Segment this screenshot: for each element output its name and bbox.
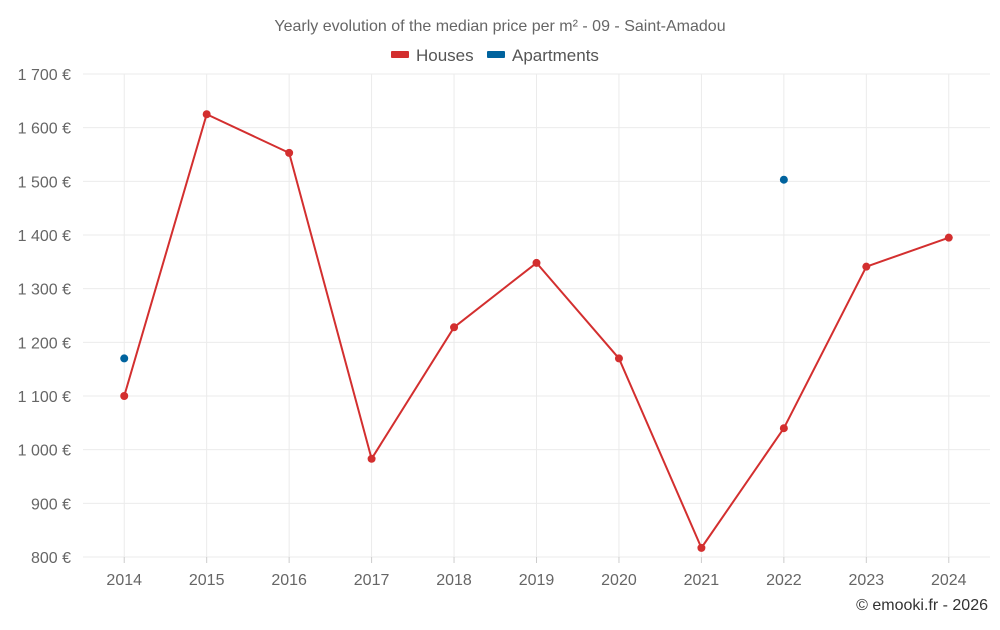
- data-point-houses[interactable]: [367, 454, 376, 463]
- data-point-houses[interactable]: [862, 262, 871, 271]
- y-axis: 800 € 900 € 1 000 € 1 100 € 1 200 € 1 300 € 1 …: [18, 67, 71, 567]
- x-tick-label: 2024: [931, 572, 967, 589]
- x-tick-label: 2022: [766, 572, 802, 589]
- x-axis: 2014 2015 2016 2017 2018 2019 2020 2021 2022 2023…: [106, 557, 967, 589]
- x-tick-label: 2021: [684, 572, 720, 589]
- x-tick-label: 2014: [106, 572, 142, 589]
- y-tick-label: 1 300 €: [18, 282, 71, 299]
- data-point-apartments[interactable]: [779, 175, 788, 184]
- data-point-houses[interactable]: [532, 258, 541, 267]
- y-tick-label: 1 700 €: [18, 67, 71, 84]
- x-tick-label: 2023: [849, 572, 885, 589]
- data-point-houses[interactable]: [779, 424, 788, 433]
- x-tick-label: 2020: [601, 572, 637, 589]
- series-layer: [120, 110, 953, 552]
- y-tick-label: 800 €: [31, 550, 71, 567]
- data-point-houses[interactable]: [944, 233, 953, 242]
- legend-swatch-apartments: [487, 51, 505, 58]
- legend: Houses Apartments: [391, 46, 599, 65]
- x-tick-label: 2016: [271, 572, 307, 589]
- y-tick-label: 1 100 €: [18, 389, 71, 406]
- x-tick-label: 2017: [354, 572, 390, 589]
- credit-text: © emooki.fr - 2026: [856, 597, 988, 614]
- data-point-houses[interactable]: [614, 354, 623, 363]
- data-point-houses[interactable]: [285, 148, 294, 157]
- data-point-houses[interactable]: [202, 110, 211, 119]
- y-tick-label: 1 400 €: [18, 228, 71, 245]
- legend-label-houses[interactable]: Houses: [416, 46, 474, 65]
- data-point-houses[interactable]: [697, 543, 706, 552]
- data-point-houses[interactable]: [120, 392, 129, 400]
- x-tick-label: 2015: [189, 572, 225, 589]
- chart-title: Yearly evolution of the median price per…: [274, 18, 725, 35]
- y-tick-label: 1 600 €: [18, 121, 71, 138]
- x-tick-label: 2019: [519, 572, 555, 589]
- y-tick-label: 1 200 €: [18, 335, 71, 352]
- legend-swatch-houses: [391, 51, 409, 58]
- gridlines: [83, 73, 990, 558]
- y-tick-label: 1 000 €: [18, 443, 71, 460]
- y-tick-label: 900 €: [31, 496, 71, 513]
- data-point-houses[interactable]: [450, 323, 459, 332]
- y-tick-label: 1 500 €: [18, 174, 71, 191]
- data-point-apartments[interactable]: [120, 354, 129, 363]
- legend-label-apartments[interactable]: Apartments: [512, 46, 599, 65]
- x-tick-label: 2018: [436, 572, 472, 589]
